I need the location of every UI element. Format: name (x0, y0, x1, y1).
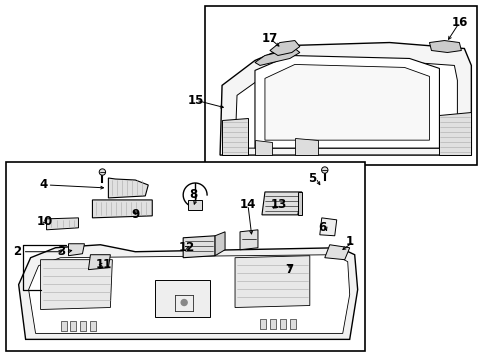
Text: 2: 2 (13, 245, 21, 258)
Polygon shape (235, 60, 456, 148)
Polygon shape (254, 140, 271, 155)
Text: 1: 1 (345, 235, 353, 248)
Polygon shape (41, 260, 112, 310)
Polygon shape (240, 230, 258, 250)
Bar (269, 319, 275, 329)
Bar (279, 319, 285, 329)
Circle shape (321, 167, 327, 173)
Bar (90, 321, 96, 332)
Text: 11: 11 (95, 258, 111, 271)
Polygon shape (262, 192, 301, 215)
Text: 6: 6 (317, 221, 325, 234)
Bar (188, 200, 202, 210)
Polygon shape (29, 255, 349, 333)
Polygon shape (92, 200, 152, 218)
Text: 14: 14 (240, 198, 256, 211)
Text: 4: 4 (40, 179, 48, 192)
Polygon shape (428, 41, 461, 53)
Polygon shape (269, 41, 299, 55)
Circle shape (99, 169, 105, 175)
Polygon shape (264, 64, 428, 140)
Polygon shape (68, 244, 84, 256)
Polygon shape (319, 218, 336, 236)
Polygon shape (294, 138, 317, 155)
Text: 16: 16 (450, 16, 467, 29)
Text: 17: 17 (262, 32, 278, 45)
Bar (6, 162, 364, 351)
Polygon shape (215, 232, 224, 256)
Polygon shape (183, 236, 215, 258)
Bar (70, 321, 76, 332)
Text: 5: 5 (307, 171, 315, 185)
Text: 12: 12 (178, 241, 194, 254)
Text: 8: 8 (189, 188, 197, 202)
Bar (260, 319, 265, 329)
Text: 10: 10 (37, 215, 53, 228)
Text: 15: 15 (188, 94, 204, 107)
Text: 3: 3 (58, 245, 65, 258)
Polygon shape (46, 218, 78, 230)
Polygon shape (254, 49, 299, 66)
Polygon shape (324, 245, 349, 260)
Polygon shape (439, 112, 470, 155)
Polygon shape (19, 245, 357, 339)
Bar (61, 321, 66, 332)
Polygon shape (254, 55, 439, 148)
Bar (204, 6, 476, 165)
Polygon shape (222, 118, 247, 155)
Polygon shape (235, 256, 309, 307)
Text: 13: 13 (270, 198, 286, 211)
Polygon shape (220, 42, 470, 155)
Bar (81, 321, 86, 332)
Polygon shape (297, 192, 301, 215)
Text: 7: 7 (285, 263, 292, 276)
Polygon shape (88, 255, 110, 270)
Text: 9: 9 (131, 208, 139, 221)
Polygon shape (108, 178, 148, 198)
Circle shape (181, 300, 187, 306)
Polygon shape (155, 280, 210, 318)
Bar (289, 319, 295, 329)
